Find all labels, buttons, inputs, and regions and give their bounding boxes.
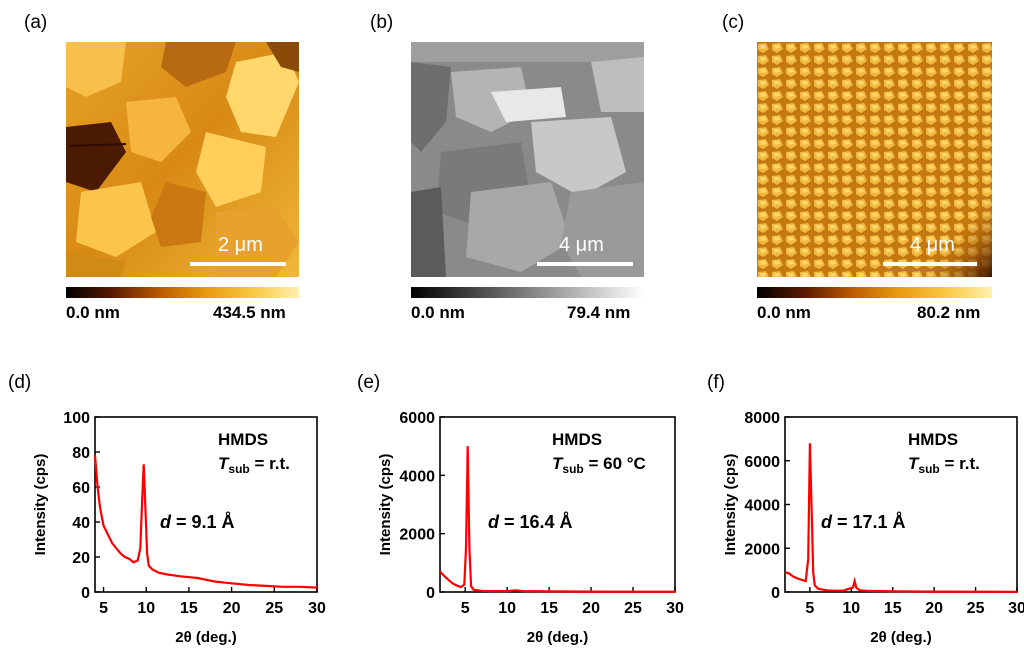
y-tick-label: 0 [426, 585, 435, 602]
y-tick-label: 4000 [399, 468, 435, 485]
x-tick-label: 15 [540, 600, 558, 617]
scale-bar-label: 4 μm [559, 234, 604, 256]
colorbar-max-c: 80.2 nm [917, 303, 981, 322]
xrd-chart-e: 0 2000 4000 6000 5 10 15 20 25 30 Intensity (cps) 2… [377, 410, 684, 646]
x-tick-label: 30 [666, 600, 684, 617]
y-tick-label: 2000 [744, 541, 780, 558]
y-tick-label: 40 [72, 515, 90, 532]
x-axis-label: 2θ (deg.) [870, 629, 931, 646]
y-tick-label: 0 [771, 585, 780, 602]
x-tick-label: 30 [308, 600, 326, 617]
y-tick-label: 60 [72, 480, 90, 497]
scale-bar [883, 262, 977, 266]
y-tick-label: 4000 [744, 498, 780, 515]
colorbar-min-c: 0.0 nm [757, 303, 811, 322]
x-axis-label: 2θ (deg.) [175, 629, 236, 646]
colorbar-min-b: 0.0 nm [411, 303, 465, 322]
x-tick-label: 30 [1008, 600, 1024, 617]
afm-image-c: 4 μm [757, 42, 992, 277]
x-tick-label: 10 [137, 600, 155, 617]
annotation-d-spacing: d = 17.1 Å [821, 512, 906, 532]
y-tick-label: 20 [72, 550, 90, 567]
colorbar-b [411, 287, 644, 298]
x-tick-label: 20 [582, 600, 600, 617]
panel-label-e: (e) [357, 372, 381, 393]
annotation-material: HMDS [218, 430, 268, 449]
afm-image-a: 2 μm [66, 42, 299, 277]
x-tick-label: 25 [265, 600, 283, 617]
panel-label-a: (a) [24, 12, 48, 33]
colorbar-max-b: 79.4 nm [567, 303, 631, 322]
panel-label-d: (d) [8, 372, 32, 393]
panel-label-c: (c) [722, 12, 745, 33]
scale-bar-label: 4 μm [910, 234, 955, 256]
annotation-material: HMDS [908, 430, 958, 449]
x-tick-label: 5 [805, 600, 814, 617]
y-axis-label: Intensity (cps) [722, 454, 739, 556]
xrd-chart-f: 0 2000 4000 6000 8000 5 10 15 20 25 30 Intensity (c… [722, 410, 1024, 646]
panel-label-f: (f) [707, 372, 725, 393]
colorbar-a [66, 287, 299, 298]
colorbar-min-a: 0.0 nm [66, 303, 120, 322]
y-tick-label: 100 [63, 410, 90, 427]
x-tick-label: 15 [180, 600, 198, 617]
afm-image-b: 4 μm [411, 42, 644, 277]
x-tick-label: 5 [99, 600, 108, 617]
y-tick-label: 6000 [399, 410, 435, 427]
y-tick-label: 6000 [744, 454, 780, 471]
y-tick-label: 80 [72, 445, 90, 462]
x-tick-label: 20 [925, 600, 943, 617]
xrd-chart-d: 0 20 40 60 80 100 5 10 15 20 25 30 Intensity (cps) 2θ… [32, 410, 326, 646]
data-line [439, 446, 675, 593]
x-tick-label: 15 [884, 600, 902, 617]
x-tick-label: 10 [842, 600, 860, 617]
y-tick-label: 2000 [399, 527, 435, 544]
data-line [784, 443, 1018, 593]
scale-bar-label: 2 μm [218, 234, 263, 256]
plot-frame [94, 416, 318, 593]
annotation-d-spacing: d = 9.1 Å [160, 512, 235, 532]
colorbar-max-a: 434.5 nm [213, 303, 286, 322]
y-axis-label: Intensity (cps) [32, 454, 49, 556]
x-tick-label: 20 [223, 600, 241, 617]
scale-bar [537, 262, 633, 266]
annotation-tsub: Tsub = r.t. [908, 454, 980, 476]
y-tick-label: 0 [81, 585, 90, 602]
annotation-d-spacing: d = 16.4 Å [488, 512, 573, 532]
plot-frame [784, 416, 1018, 593]
x-tick-label: 5 [461, 600, 470, 617]
y-tick-label: 8000 [744, 410, 780, 427]
panel-label-b: (b) [370, 12, 394, 33]
annotation-tsub: Tsub = r.t. [218, 454, 290, 476]
x-tick-label: 25 [967, 600, 985, 617]
data-line [93, 455, 318, 589]
annotation-material: HMDS [552, 430, 602, 449]
colorbar-c [757, 287, 992, 298]
x-tick-label: 10 [498, 600, 516, 617]
scale-bar [190, 262, 286, 266]
x-axis-label: 2θ (deg.) [527, 629, 588, 646]
annotation-tsub: Tsub = 60 °C [552, 454, 646, 476]
x-tick-label: 25 [624, 600, 642, 617]
y-axis-label: Intensity (cps) [377, 454, 394, 556]
